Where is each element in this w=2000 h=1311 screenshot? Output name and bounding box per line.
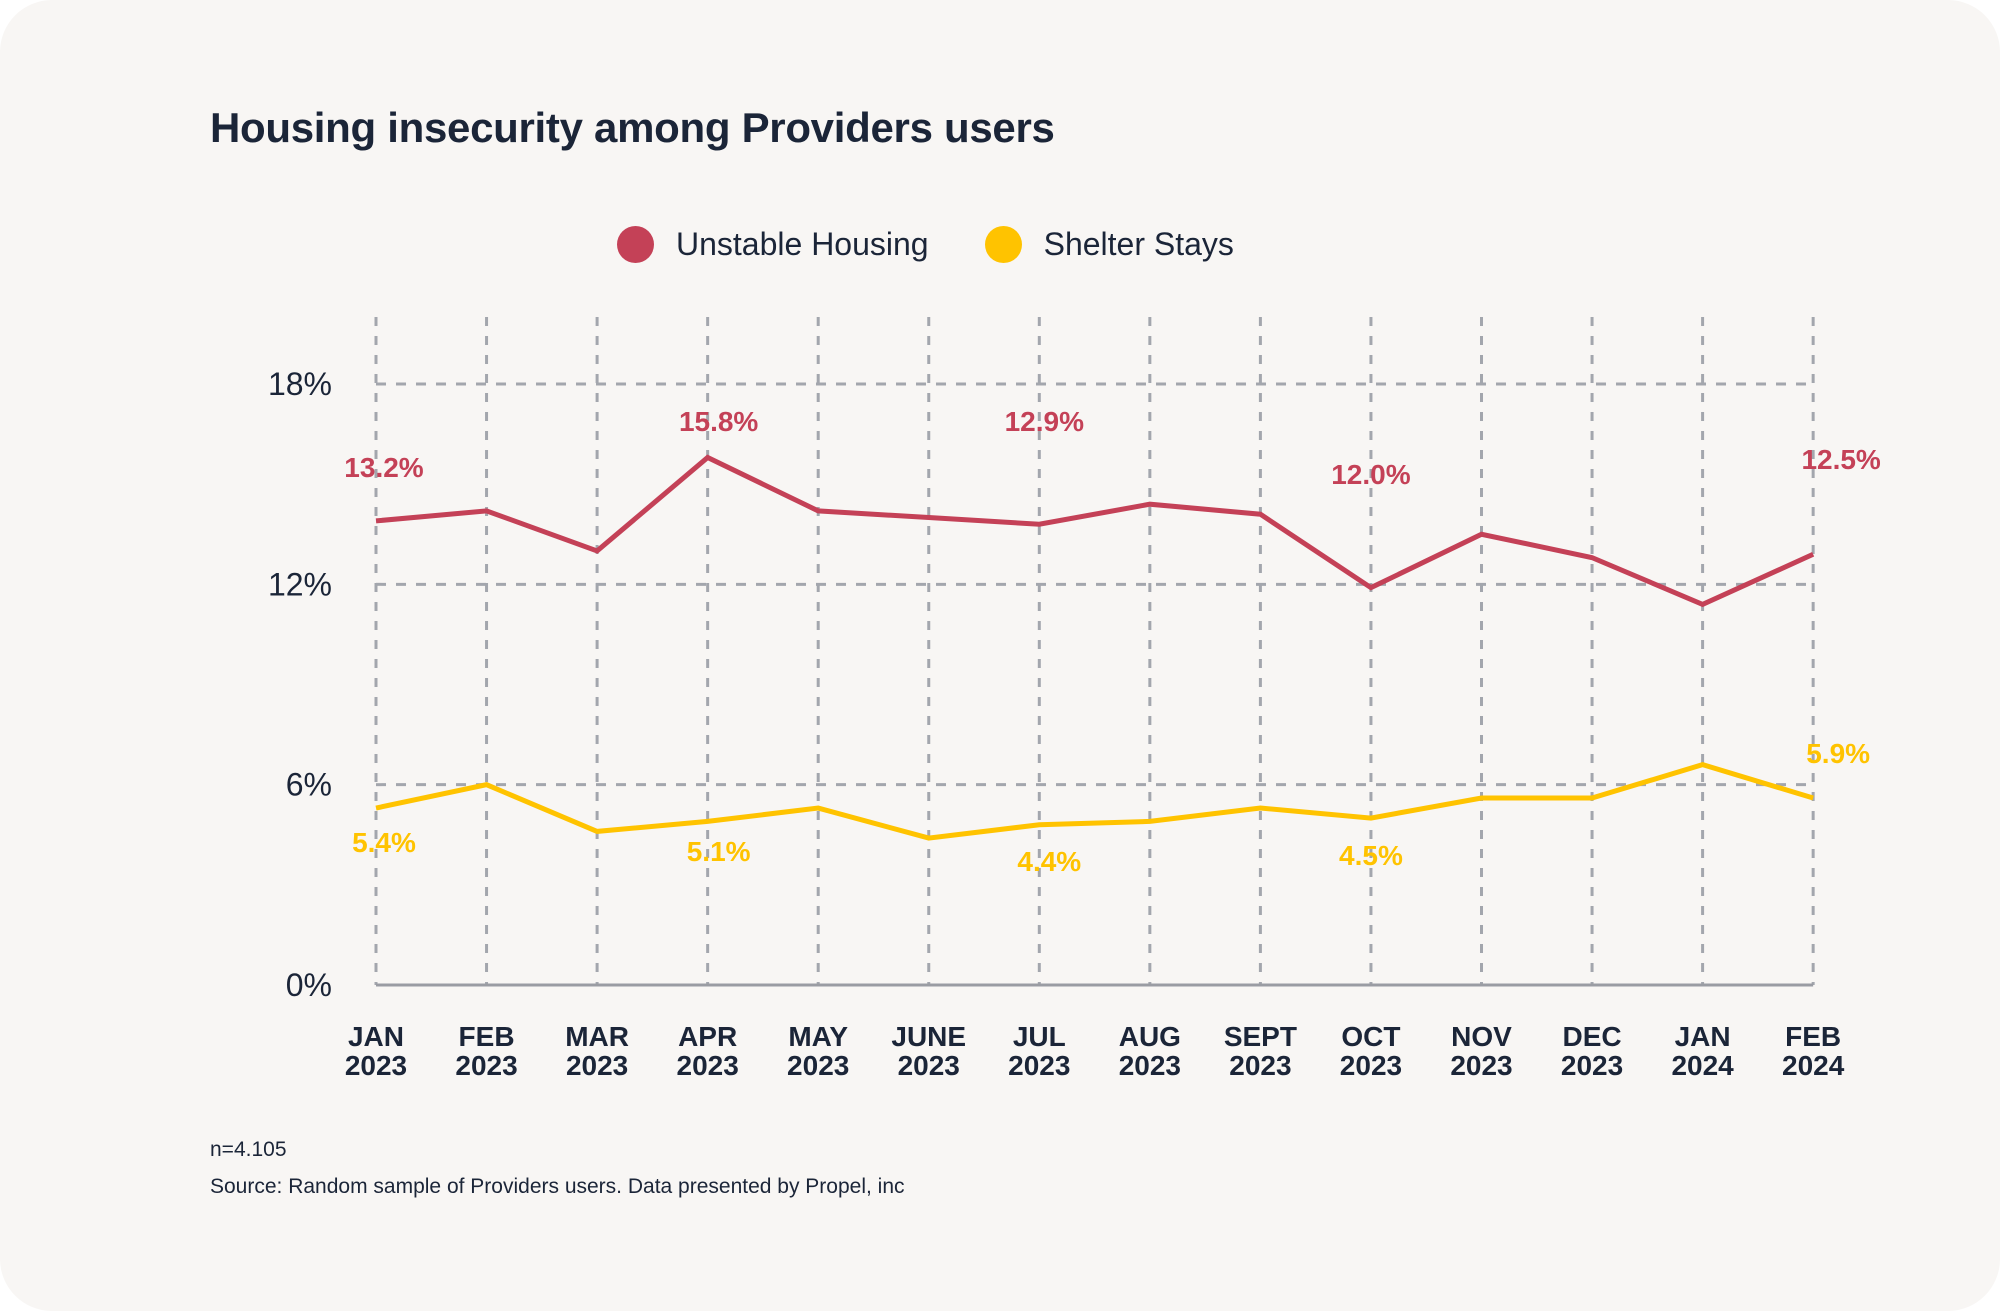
legend: Unstable Housing Shelter Stays [617, 226, 1290, 263]
y-tick-label: 0% [286, 967, 332, 1003]
data-label: 5.1% [687, 836, 751, 867]
x-tick-label-month: JAN [348, 1021, 404, 1052]
x-tick-label-year: 2023 [566, 1050, 628, 1081]
data-label: 12.9% [1005, 406, 1084, 437]
x-tick-label-month: FEB [459, 1021, 515, 1052]
x-tick-label-year: 2023 [898, 1050, 960, 1081]
x-tick-label-year: 2023 [1450, 1050, 1512, 1081]
x-tick-label-month: APR [678, 1021, 737, 1052]
x-tick-label-month: SEPT [1224, 1021, 1297, 1052]
data-label: 5.9% [1806, 738, 1870, 769]
x-tick-label-year: 2023 [1008, 1050, 1070, 1081]
x-tick-label-year: 2023 [1340, 1050, 1402, 1081]
source-note: Source: Random sample of Providers users… [210, 1175, 905, 1198]
y-tick-label: 18% [268, 366, 332, 402]
x-tick-label-month: DEC [1562, 1021, 1621, 1052]
x-tick-label-year: 2023 [677, 1050, 739, 1081]
x-tick-label-year: 2023 [787, 1050, 849, 1081]
legend-label: Shelter Stays [1043, 226, 1234, 262]
x-tick-label-month: JAN [1675, 1021, 1731, 1052]
y-tick-label: 12% [268, 566, 332, 602]
data-label: 13.2% [344, 452, 423, 483]
legend-item-unstable-housing: Unstable Housing [617, 226, 929, 263]
legend-dot-shelter-stays [984, 226, 1022, 263]
y-tick-label: 6% [286, 767, 332, 803]
x-tick-label-month: JUL [1013, 1021, 1066, 1052]
sample-size-note: n=4.105 [210, 1138, 287, 1161]
chart-title: Housing insecurity among Providers users [210, 104, 1055, 151]
x-tick-label-month: AUG [1119, 1021, 1181, 1052]
legend-dot-unstable-housing [617, 226, 654, 263]
x-tick-label-year: 2023 [345, 1050, 407, 1081]
legend-item-shelter-stays: Shelter Stays [984, 226, 1234, 263]
legend-label: Unstable Housing [676, 226, 929, 262]
x-tick-label-month: MAY [788, 1021, 848, 1052]
data-label: 12.5% [1801, 444, 1880, 475]
x-tick-label-year: 2024 [1671, 1050, 1734, 1081]
data-label: 5.4% [352, 827, 416, 858]
x-tick-label-month: OCT [1341, 1021, 1400, 1052]
x-tick-label-year: 2023 [455, 1050, 517, 1081]
data-label: 4.4% [1017, 846, 1081, 877]
data-label: 4.5% [1339, 840, 1403, 871]
x-tick-label-year: 2023 [1229, 1050, 1291, 1081]
x-tick-label-month: FEB [1785, 1021, 1841, 1052]
x-tick-label-year: 2023 [1119, 1050, 1181, 1081]
data-label: 15.8% [679, 406, 758, 437]
series-line-shelter-stays [375, 762, 1814, 841]
series-line-unstable-housing [375, 454, 1815, 608]
x-tick-label-year: 2024 [1782, 1050, 1845, 1081]
x-tick-label-month: NOV [1451, 1021, 1512, 1052]
x-tick-label-month: MAR [565, 1021, 629, 1052]
x-tick-label-year: 2023 [1561, 1050, 1623, 1081]
x-tick-label-month: JUNE [891, 1021, 966, 1052]
data-label: 12.0% [1331, 459, 1410, 490]
